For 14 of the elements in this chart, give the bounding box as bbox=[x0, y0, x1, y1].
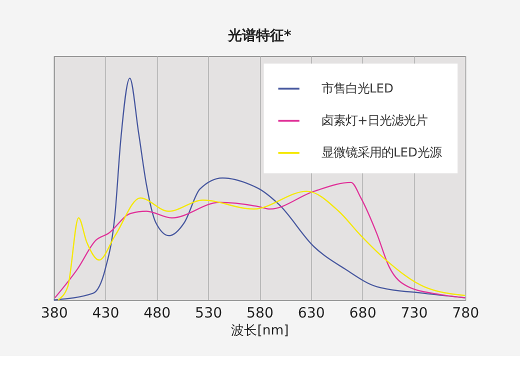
x-tick-label: 630 bbox=[298, 305, 325, 322]
x-tick-label: 380 bbox=[40, 305, 68, 322]
legend-label: 显微镜采用的LED光源 bbox=[321, 146, 442, 160]
x-tick-label: 680 bbox=[349, 305, 376, 322]
legend-label: 市售白光LED bbox=[321, 81, 394, 96]
chart-title: 光谱特征* bbox=[226, 26, 292, 44]
x-tick-label: 730 bbox=[400, 305, 428, 322]
x-tick-label: 480 bbox=[144, 305, 171, 322]
legend-label: 卤素灯+日光滤光片 bbox=[321, 114, 428, 128]
x-tick-label: 780 bbox=[452, 305, 480, 322]
x-tick-label: 530 bbox=[195, 305, 222, 322]
x-tick-label: 580 bbox=[246, 305, 274, 322]
x-axis-title: 波长[nm] bbox=[231, 323, 289, 338]
x-tick-label: 430 bbox=[92, 305, 120, 322]
